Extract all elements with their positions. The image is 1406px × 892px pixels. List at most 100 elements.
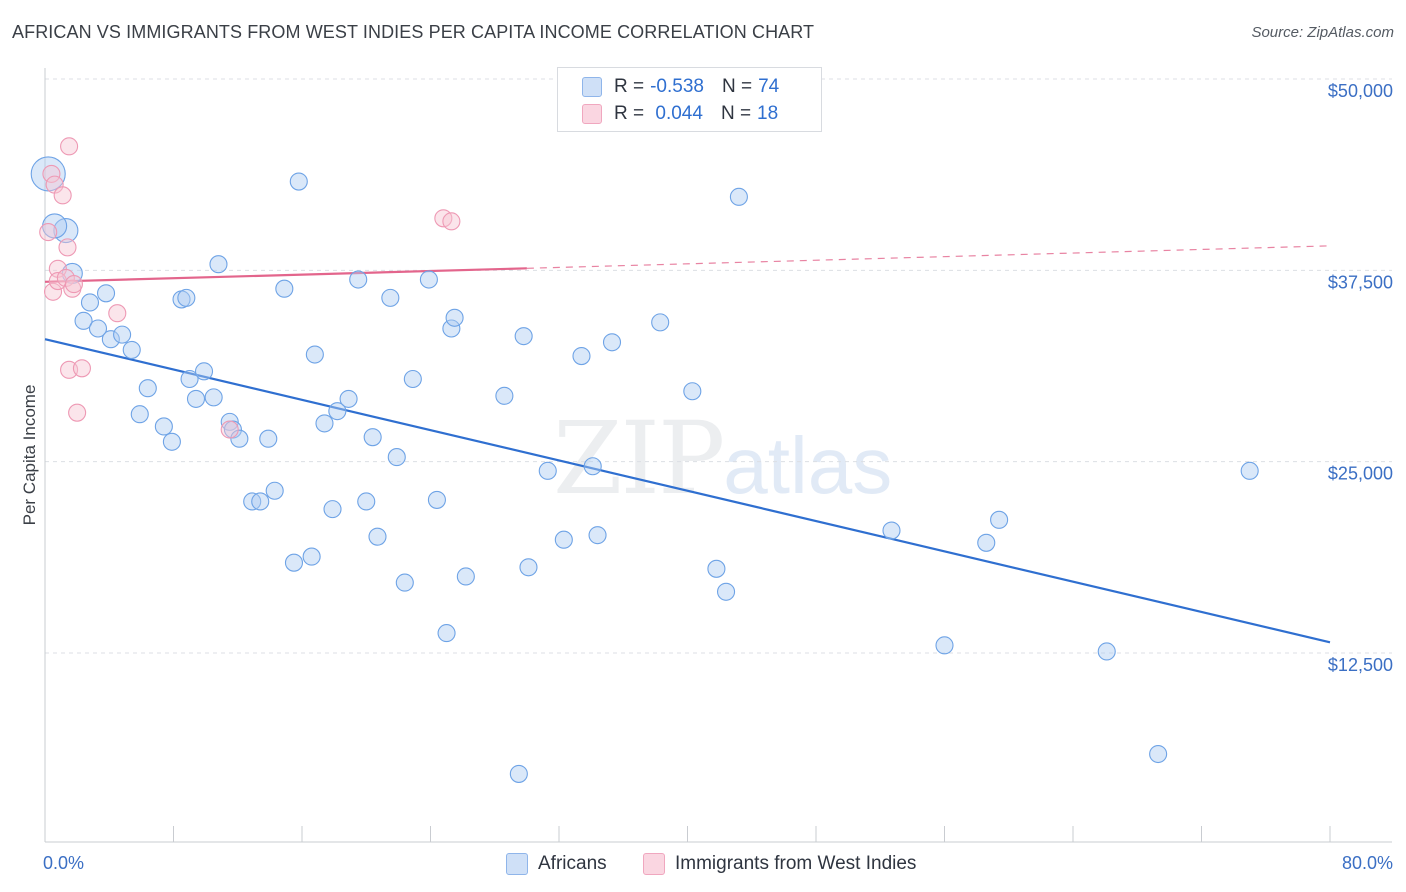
x-tick-label: 0.0% [43,853,84,873]
point-africans [180,369,199,389]
point-africans [1240,461,1259,480]
point-africans [130,405,149,424]
y-tick-label: $37,500 [1328,272,1393,292]
point-africans [204,388,223,407]
point-africans [519,558,538,577]
trend-lines [44,245,1331,644]
point-africans [437,624,456,643]
point-africans [427,490,446,509]
point-west-indies [220,420,239,439]
point-africans [387,448,406,467]
point-africans [588,526,607,545]
point-africans [514,327,533,346]
point-africans [186,389,206,408]
point-africans [138,379,157,398]
legend-row-west-indies: R = 0.044 N = 18 [582,102,778,126]
trend-line-west-indies [44,267,527,283]
point-africans [289,172,308,191]
data-points [30,137,1259,783]
point-africans [1149,744,1168,764]
point-africans [302,547,321,566]
legend-swatch-africans [582,77,602,97]
point-africans [275,279,294,298]
point-africans [113,325,132,344]
point-africans [209,255,228,274]
point-west-indies [43,282,63,301]
point-africans [154,417,173,436]
legend-n-value: 74 [758,76,780,97]
watermark: ZIPatlas [553,400,892,517]
point-africans [259,429,278,448]
watermark-atlas: atlas [723,421,893,510]
point-africans [177,288,196,307]
y-tick-label: $12,500 [1328,655,1393,675]
legend-r-value: 0.044 [650,103,703,124]
point-africans [456,567,475,586]
legend-r-value: -0.538 [650,76,704,97]
y-tick-label: $50,000 [1328,81,1393,101]
point-africans [651,313,670,332]
point-africans [538,461,557,480]
axes [44,68,1392,843]
point-west-indies [53,186,72,205]
legend-n-value: 18 [757,103,779,124]
point-africans [882,521,901,540]
point-west-indies [72,359,91,378]
point-africans [315,414,334,433]
point-west-indies [64,275,83,294]
legend-swatch-west-indies [582,104,602,124]
point-africans [977,533,996,552]
trend-line-africans [44,338,1331,644]
x-tick-label: 80.0% [1342,853,1393,873]
point-africans [572,347,591,366]
point-africans [284,553,304,572]
source-label: Source: ZipAtlas.com [1251,24,1394,41]
bottom-legend-swatch-africans [506,853,528,875]
point-africans [729,187,748,206]
point-africans [328,402,347,421]
point-africans [368,527,387,546]
point-africans [265,481,284,500]
bottom-legend-swatch-west-indies [643,853,665,875]
point-west-indies [442,212,461,231]
point-west-indies [42,164,61,183]
point-africans [554,530,573,549]
y-axis-title: Per Capita Income [20,385,39,526]
point-africans [442,319,461,338]
axis-labels: $12,500 $25,000 $37,500 $50,000 0.0% 80.0% Per… [20,81,1393,873]
point-africans [990,510,1009,529]
bottom-legend-label-africans: Africans [538,853,607,874]
point-africans [602,333,622,352]
point-africans [339,389,358,408]
point-africans [495,386,514,405]
point-africans [101,330,120,349]
point-west-indies [60,137,79,156]
point-africans [419,270,438,289]
legend-n-label: N = [721,76,753,97]
point-africans [251,492,270,511]
point-africans [381,288,400,307]
point-west-indies [58,238,77,257]
point-africans [935,636,954,655]
point-africans [96,284,116,303]
point-africans [194,362,214,381]
point-africans [707,559,726,578]
point-africans [162,432,181,451]
point-africans [395,573,414,592]
point-africans [683,382,702,401]
watermark-zip: ZIP [553,400,725,517]
point-africans [716,582,736,601]
point-africans [445,308,464,327]
trend-line-west-indies-extension [526,245,1331,269]
point-africans [74,311,93,330]
point-africans [323,500,342,519]
point-west-indies [39,223,58,242]
bottom-legend-africans: Africans [506,852,607,876]
bottom-legend-label-west-indies: Immigrants from West Indies [675,853,917,874]
legend-r-label: R = [614,76,645,97]
stats-legend: R = -0.538 N = 74 R = 0.044 N = 18 [557,67,822,132]
bottom-legend-west-indies: Immigrants from West Indies [643,852,916,876]
point-africans [363,428,382,447]
point-west-indies [68,403,87,422]
